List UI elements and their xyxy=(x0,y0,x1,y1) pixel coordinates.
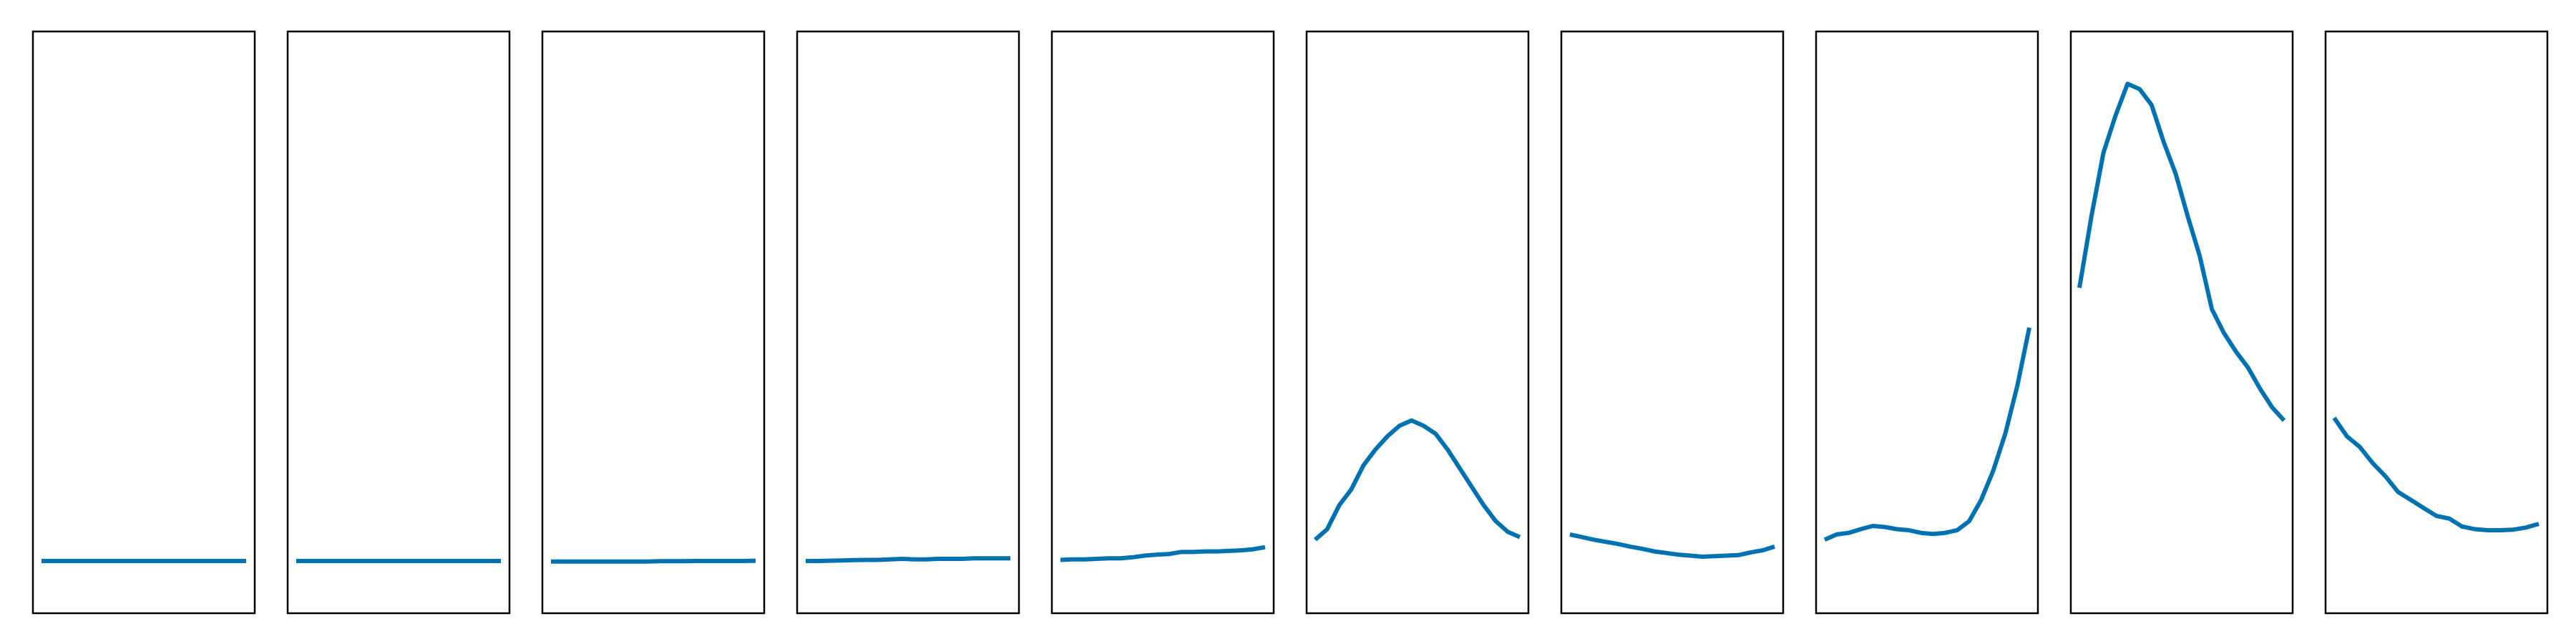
panel-frame xyxy=(1560,30,1785,615)
panel-frame xyxy=(796,30,1020,615)
panel-5 xyxy=(1050,30,1275,615)
panel-3 xyxy=(541,30,766,615)
series-line xyxy=(551,558,756,564)
series-line xyxy=(806,556,1010,563)
panel-frame xyxy=(1305,30,1530,615)
series-line xyxy=(1569,532,1775,559)
series-line xyxy=(1823,327,2031,542)
panel-frame xyxy=(286,30,511,615)
panel-frame xyxy=(541,30,766,615)
series-line xyxy=(1060,545,1266,562)
series-line xyxy=(1314,418,1521,542)
panel-8 xyxy=(1815,30,2039,615)
panel-9 xyxy=(2069,30,2294,615)
panel-frame xyxy=(1050,30,1275,615)
panel-7 xyxy=(1560,30,1785,615)
panel-frame xyxy=(2324,30,2549,615)
panel-4 xyxy=(796,30,1020,615)
panel-frame xyxy=(1815,30,2039,615)
panel-frame xyxy=(31,30,256,615)
series-line xyxy=(2077,82,2286,422)
series-line xyxy=(2332,416,2540,532)
panel-10 xyxy=(2324,30,2549,615)
panel-1 xyxy=(31,30,256,615)
panel-frame xyxy=(2069,30,2294,615)
panel-2 xyxy=(286,30,511,615)
panel-6 xyxy=(1305,30,1530,615)
